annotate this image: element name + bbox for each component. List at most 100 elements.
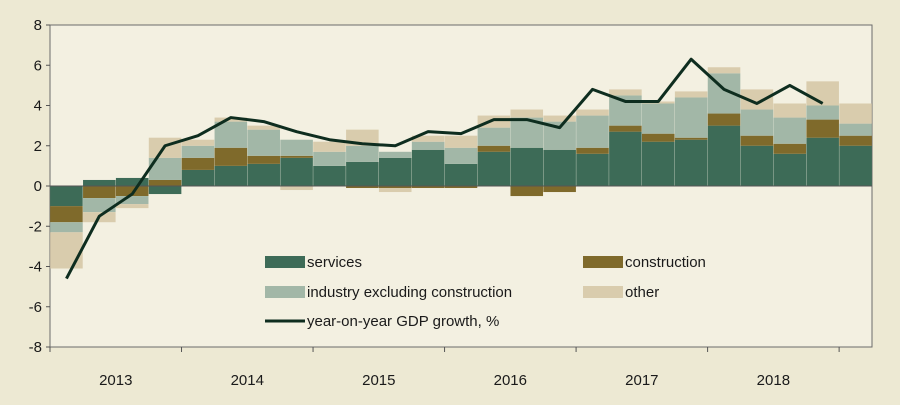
bar-construction-13: [477, 145, 511, 152]
legend-swatch-construction: [583, 256, 623, 268]
bar-industry-excluding-construction-13: [477, 127, 511, 146]
y-axis: -8 -6 -4 -2 0 2 4 6 8: [29, 17, 50, 356]
bar-services-11: [411, 149, 445, 186]
bar-other-21: [740, 89, 774, 110]
bar-construction-7: [280, 155, 313, 158]
bar-construction-1: [83, 186, 116, 199]
bar-other-14: [510, 109, 544, 118]
bar-services-22: [773, 153, 807, 186]
legend-label: services: [307, 254, 362, 271]
bar-construction-6: [247, 155, 280, 164]
bar-construction-12: [444, 186, 478, 189]
y-tick-label: 2: [34, 138, 42, 155]
legend: services construction industry excluding c…: [265, 254, 706, 330]
y-tick-label: -8: [29, 339, 42, 356]
bar-industry-excluding-construction-22: [773, 117, 807, 144]
line-layer: [65, 57, 824, 280]
bar-construction-0: [50, 206, 83, 223]
bar-services-3: [148, 186, 182, 195]
bar-services-5: [214, 165, 248, 187]
bar-construction-20: [707, 113, 741, 126]
bar-industry-excluding-construction-11: [411, 141, 445, 150]
bar-other-22: [773, 103, 807, 118]
x-axis: 2013 2014 2015 2016 2017 2018: [49, 347, 840, 389]
bar-construction-16: [576, 147, 609, 154]
legend-swatch-other: [583, 286, 623, 298]
legend-label: construction: [625, 254, 706, 271]
bar-industry-excluding-construction-9: [346, 145, 379, 162]
bar-other-6: [247, 125, 280, 130]
bar-industry-excluding-construction-18: [642, 103, 675, 134]
y-tick-label: 4: [34, 98, 42, 115]
bar-other-19: [674, 91, 708, 98]
legend-label: year-on-year GDP growth, %: [307, 313, 499, 330]
bar-industry-excluding-construction-19: [674, 97, 708, 138]
legend-swatch-services: [265, 256, 305, 268]
bar-services-18: [642, 141, 675, 186]
y-tick-label: -6: [29, 299, 42, 316]
bar-construction-3: [148, 179, 182, 186]
bar-industry-excluding-construction-1: [83, 198, 116, 213]
bar-industry-excluding-construction-4: [181, 145, 215, 158]
bar-industry-excluding-construction-16: [576, 115, 609, 148]
legend-label: industry excluding construction: [307, 284, 512, 301]
bar-construction-9: [346, 186, 379, 189]
x-tick-label: 2013: [99, 372, 132, 389]
bar-services-6: [247, 163, 280, 186]
bar-services-16: [576, 153, 609, 186]
x-tick-label: 2017: [625, 372, 658, 389]
bar-other-17: [609, 89, 642, 96]
x-tick-label: 2015: [362, 372, 395, 389]
bar-industry-excluding-construction-7: [280, 139, 313, 156]
bar-construction-5: [214, 147, 248, 166]
bar-services-13: [477, 151, 511, 186]
bar-services-23: [806, 137, 839, 186]
y-tick-label: 6: [34, 57, 42, 74]
y-tick-label: 8: [34, 17, 42, 34]
bar-construction-21: [740, 135, 774, 146]
bar-other-7: [280, 186, 313, 191]
bar-services-0: [50, 186, 83, 207]
bar-services-12: [444, 163, 478, 186]
bar-services-24: [839, 145, 872, 186]
bar-other-12: [444, 135, 478, 148]
bar-services-20: [707, 125, 741, 187]
bar-other-10: [378, 188, 412, 193]
bar-construction-15: [543, 186, 576, 193]
bar-other-11: [411, 135, 445, 142]
bar-services-9: [346, 161, 379, 186]
bar-other-24: [839, 103, 872, 124]
bar-other-16: [576, 109, 609, 116]
bar-construction-23: [806, 119, 839, 138]
bar-other-23: [806, 81, 839, 106]
bar-industry-excluding-construction-5: [214, 121, 248, 148]
bar-services-8: [313, 165, 346, 187]
legend-swatch-industry-excluding-construction: [265, 286, 305, 298]
y-tick-label: 0: [34, 178, 42, 195]
y-tick-label: -4: [29, 259, 42, 276]
bar-services-7: [280, 157, 313, 186]
y-tick-label: -2: [29, 218, 42, 235]
bar-construction-22: [773, 143, 807, 154]
bar-construction-4: [181, 157, 215, 170]
bar-construction-14: [510, 186, 544, 197]
bar-services-15: [543, 149, 576, 186]
bar-other-5: [214, 117, 248, 122]
bar-services-14: [510, 147, 544, 186]
bar-industry-excluding-construction-24: [839, 123, 872, 136]
bar-construction-17: [609, 125, 642, 132]
bar-industry-excluding-construction-3: [148, 157, 182, 180]
bar-layer: [50, 67, 872, 269]
bar-industry-excluding-construction-10: [378, 151, 412, 158]
bar-services-2: [115, 177, 149, 186]
bar-industry-excluding-construction-21: [740, 109, 774, 136]
bar-construction-2: [115, 186, 149, 197]
bar-construction-19: [674, 137, 708, 140]
bar-construction-24: [839, 135, 872, 146]
bar-services-4: [181, 169, 215, 186]
bar-industry-excluding-construction-8: [313, 151, 346, 166]
bar-services-10: [378, 157, 412, 186]
bar-services-1: [83, 179, 116, 186]
bar-other-4: [181, 139, 215, 146]
